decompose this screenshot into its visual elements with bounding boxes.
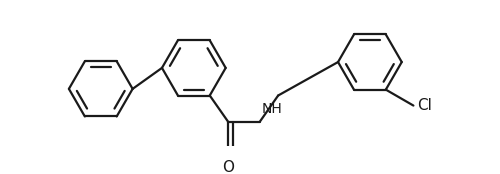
Text: O: O bbox=[222, 160, 234, 174]
Text: Cl: Cl bbox=[417, 98, 432, 113]
Text: NH: NH bbox=[262, 102, 282, 116]
